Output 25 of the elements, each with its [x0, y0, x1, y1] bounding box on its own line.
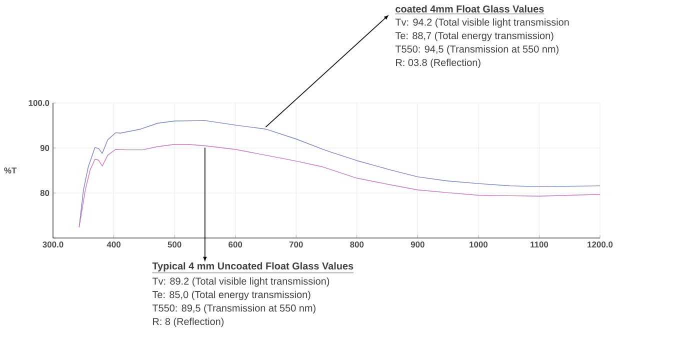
- x-tick-label: 1200.0: [588, 242, 613, 248]
- text: Tv: 89.2 (Total visible light transmission): [152, 277, 330, 287]
- text: Te: 88,7 (Total energy transmission): [395, 32, 554, 42]
- x-tick-label: 800: [350, 242, 364, 248]
- x-tick-label: 400: [106, 242, 120, 248]
- x-tick-label: 700: [289, 242, 303, 248]
- y-tick-label: 90: [40, 145, 50, 151]
- text: Te: 85,0 (Total energy transmission): [152, 290, 310, 300]
- text: T550: 94,5 (Transmission at 550 nm): [395, 45, 558, 55]
- text: Tv: 94.2 (Total visible light transmission: [395, 18, 569, 28]
- text: T550: 89,5 (Transmission at 550 nm): [152, 304, 316, 314]
- text: R: 03.8 (Reflection): [396, 58, 480, 68]
- x-tick-label: 1000: [470, 242, 488, 248]
- x-tick-label: 1100: [530, 242, 548, 248]
- text: R: 8 (Reflection): [153, 318, 224, 328]
- x-tick-label: 600: [228, 242, 242, 248]
- x-tick-label: 500: [168, 242, 182, 248]
- x-tick-label: 300.0: [42, 242, 64, 248]
- y-tick-label: 80: [40, 190, 50, 196]
- x-tick-label: 900: [410, 242, 424, 248]
- annotation: Typical 4 mm Uncoated Float Glass Values: [152, 262, 354, 272]
- y-axis-title: %T: [4, 168, 17, 174]
- y-tick-label: 100.0: [28, 100, 50, 106]
- line-series: [78, 144, 600, 228]
- annotation: coated 4mm Float Glass Values: [396, 5, 544, 13]
